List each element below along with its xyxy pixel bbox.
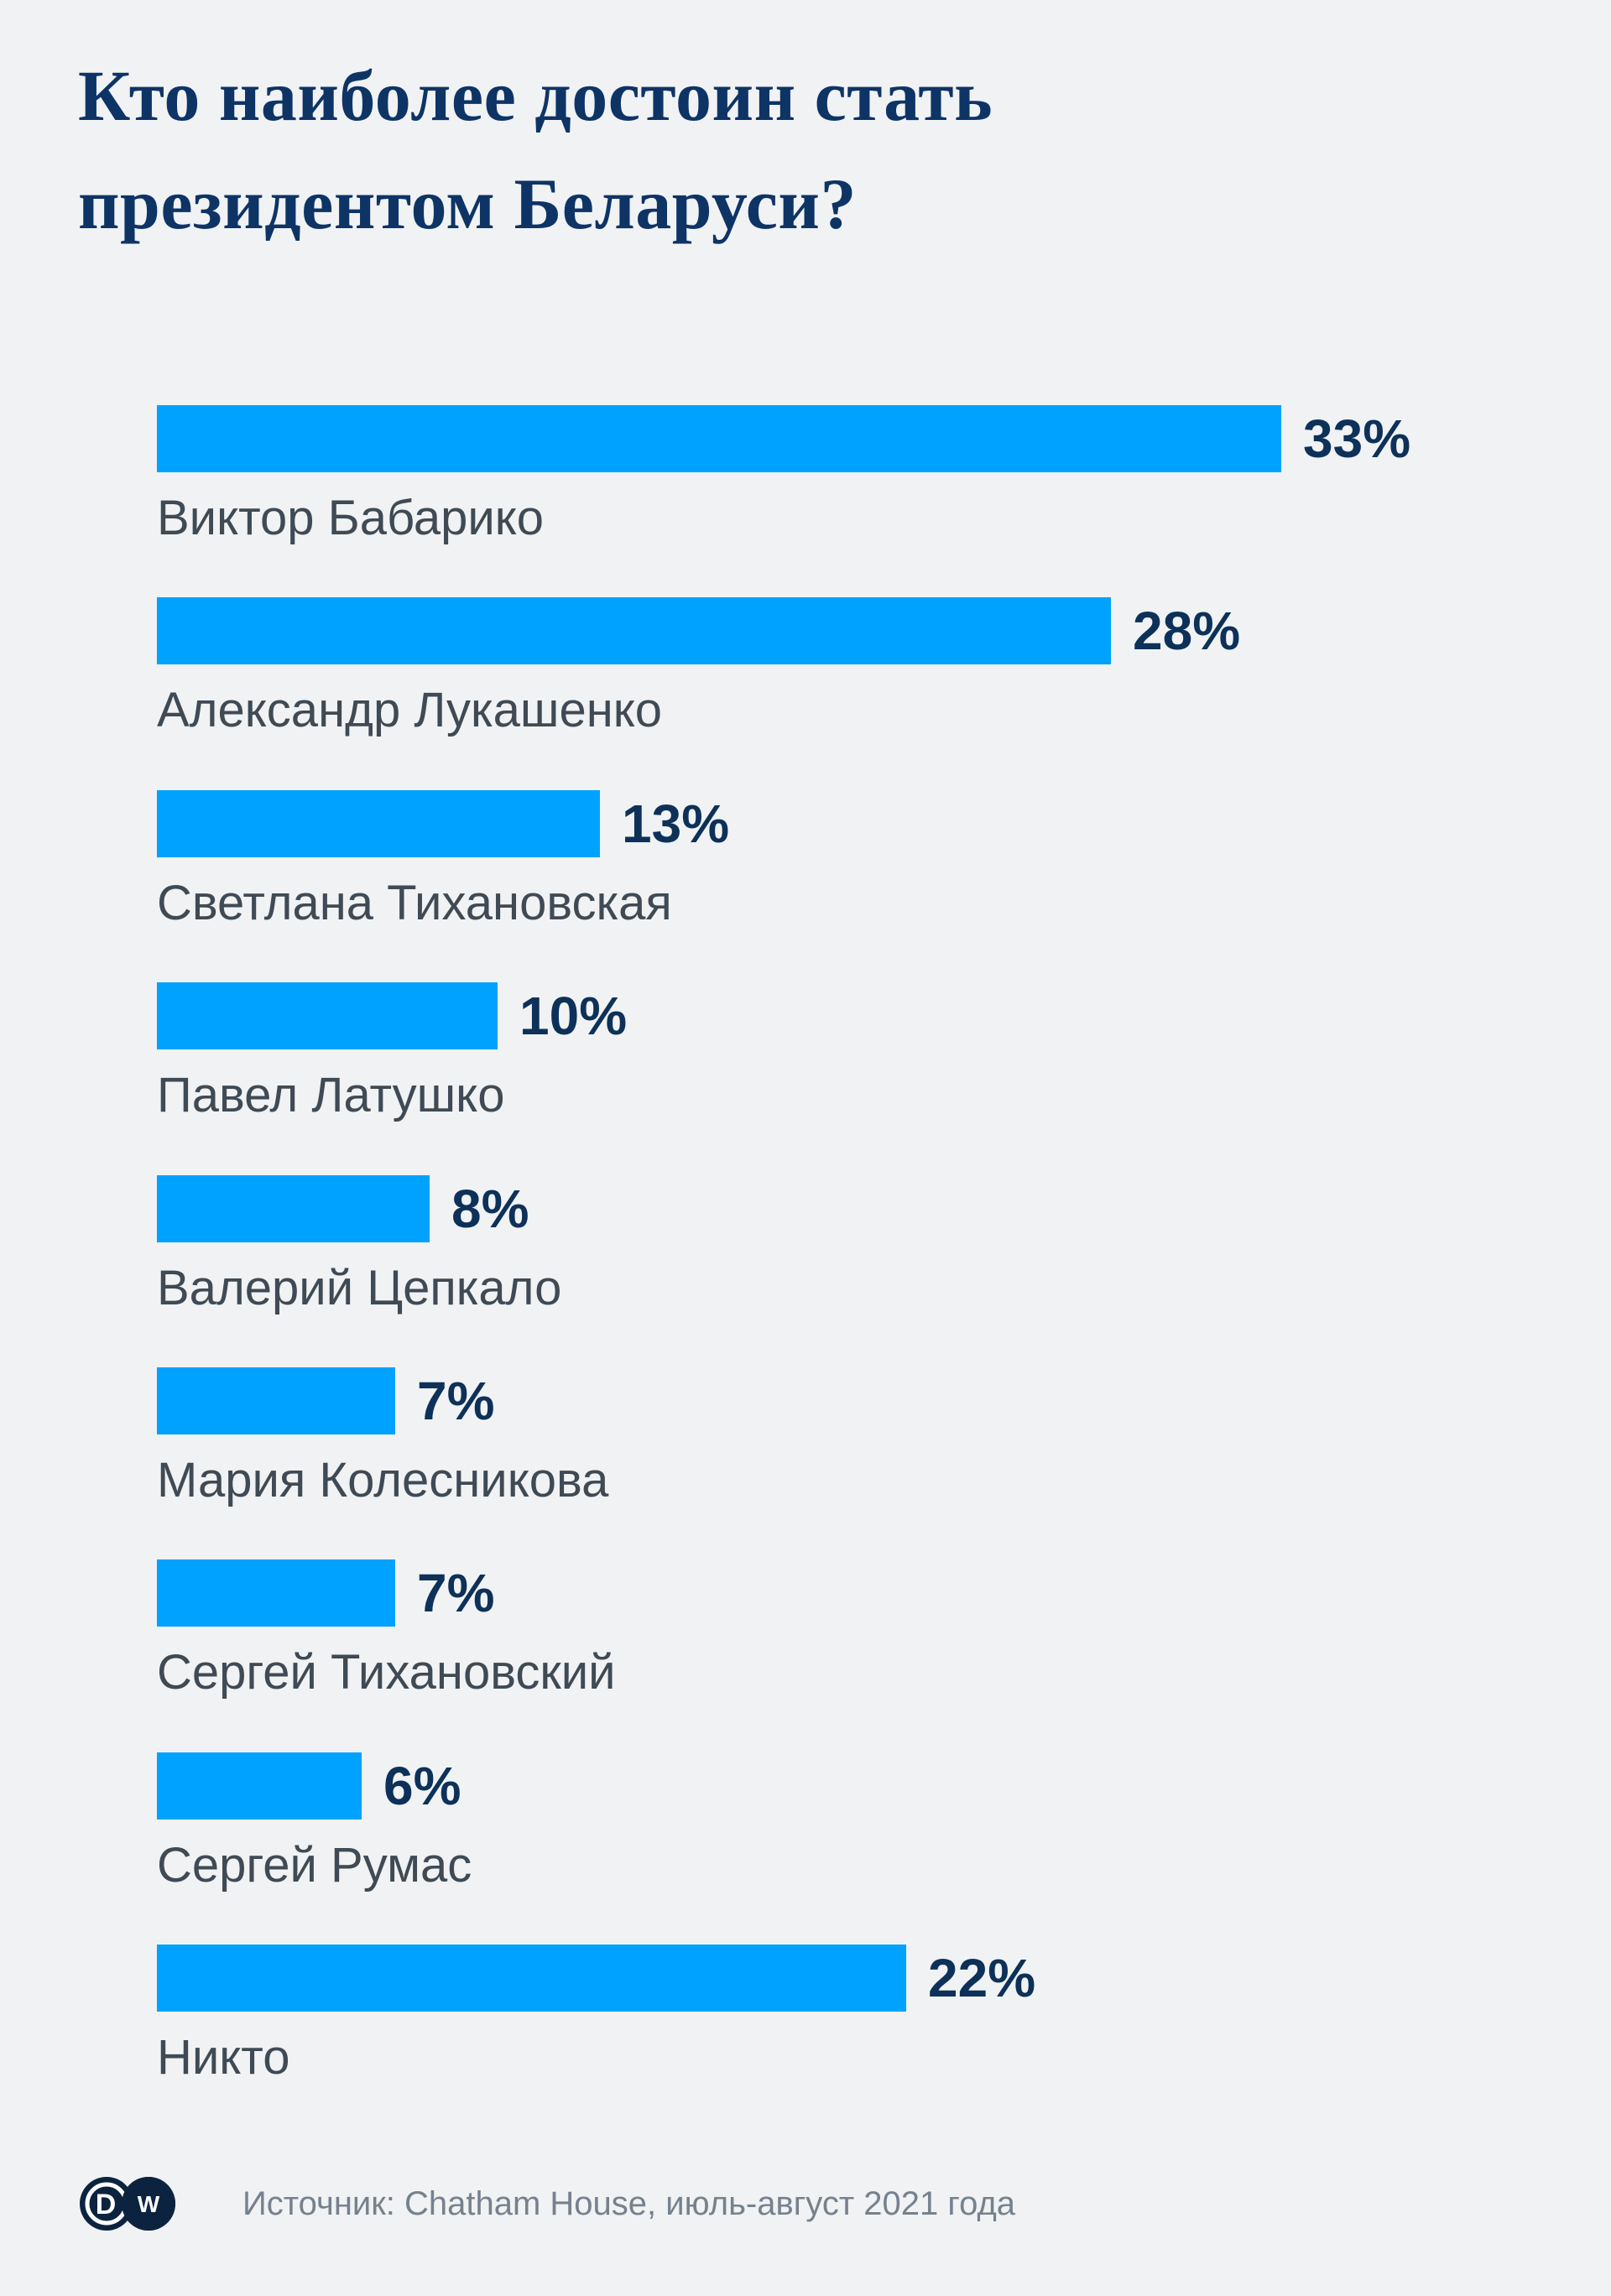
bar [157,1174,430,1242]
dw-logo-letter-w: W [138,2191,160,2217]
bar-row: 13% Светлана Тихановская [157,789,1583,982]
chart-title-line-2: президентом Беларуси? [78,164,857,244]
bar [157,405,1281,472]
bar-value-label: 10% [519,986,628,1047]
bar-row: 22% Никто [157,1945,1583,2137]
dw-logo-icon: D W [80,2177,175,2231]
bar-line: 10% [157,982,1583,1050]
bar-line: 7% [157,1367,1583,1434]
bar [157,1559,395,1627]
bar [157,1752,362,1820]
bar-row: 7% Мария Колесникова [157,1367,1583,1559]
bar-rows: 33% Виктор Бабарико 28% Александр Лукашенко… [157,405,1583,2137]
bar-category-label: Павел Латушко [157,1068,505,1123]
bar-value-label: 8% [451,1178,529,1239]
bar-line: 28% [157,597,1583,665]
bar-row: 8% Валерий Цепкало [157,1174,1583,1367]
bar-row: 33% Виктор Бабарико [157,405,1583,597]
bar-row: 28% Александр Лукашенко [157,597,1583,789]
footer: D W Источник: Chatham House, июль-август… [80,2176,1015,2231]
bar [157,982,498,1050]
dw-logo-letter-d: D [96,2189,117,2221]
chart-title-line-1: Кто наиболее достоин стать [78,55,993,136]
bar [157,597,1111,665]
bar-category-label: Светлана Тихановская [157,875,672,930]
bar-line: 7% [157,1559,1583,1627]
bar-category-label: Валерий Цепкало [157,1260,562,1315]
bar-value-label: 7% [417,1563,495,1624]
bar-chart: 33% Виктор Бабарико 28% Александр Лукашенко… [157,405,1583,2137]
bar-line: 13% [157,789,1583,857]
dw-logo-right-circle-overlap [122,2177,175,2231]
bar-category-label: Сергей Румас [157,1837,472,1893]
bar-value-label: 13% [622,793,730,854]
bar-line: 22% [157,1945,1583,2012]
bar-category-label: Сергей Тихановский [157,1645,616,1700]
bar-row: 6% Сергей Румас [157,1752,1583,1945]
bar [157,1945,906,2012]
bar-category-label: Никто [157,2030,290,2085]
bar-value-label: 6% [383,1755,461,1816]
bar [157,789,600,857]
bar-category-label: Мария Колесникова [157,1452,609,1507]
bar-value-label: 33% [1303,409,1411,469]
source-text: Источник: Chatham House, июль-август 202… [242,2185,1016,2222]
bar [157,1367,395,1434]
bar-row: 10% Павел Латушко [157,982,1583,1174]
bar-value-label: 28% [1133,601,1241,662]
bar-category-label: Александр Лукашенко [157,683,663,738]
bar-value-label: 22% [928,1948,1036,2009]
bar-line: 33% [157,405,1583,472]
bar-value-label: 7% [417,1370,495,1431]
bar-category-label: Виктор Бабарико [157,491,545,545]
bar-line: 8% [157,1174,1583,1242]
bar-row: 7% Сергей Тихановский [157,1559,1583,1752]
bar-line: 6% [157,1752,1583,1820]
chart-title: Кто наиболее достоин стать президентом Б… [78,42,1421,258]
